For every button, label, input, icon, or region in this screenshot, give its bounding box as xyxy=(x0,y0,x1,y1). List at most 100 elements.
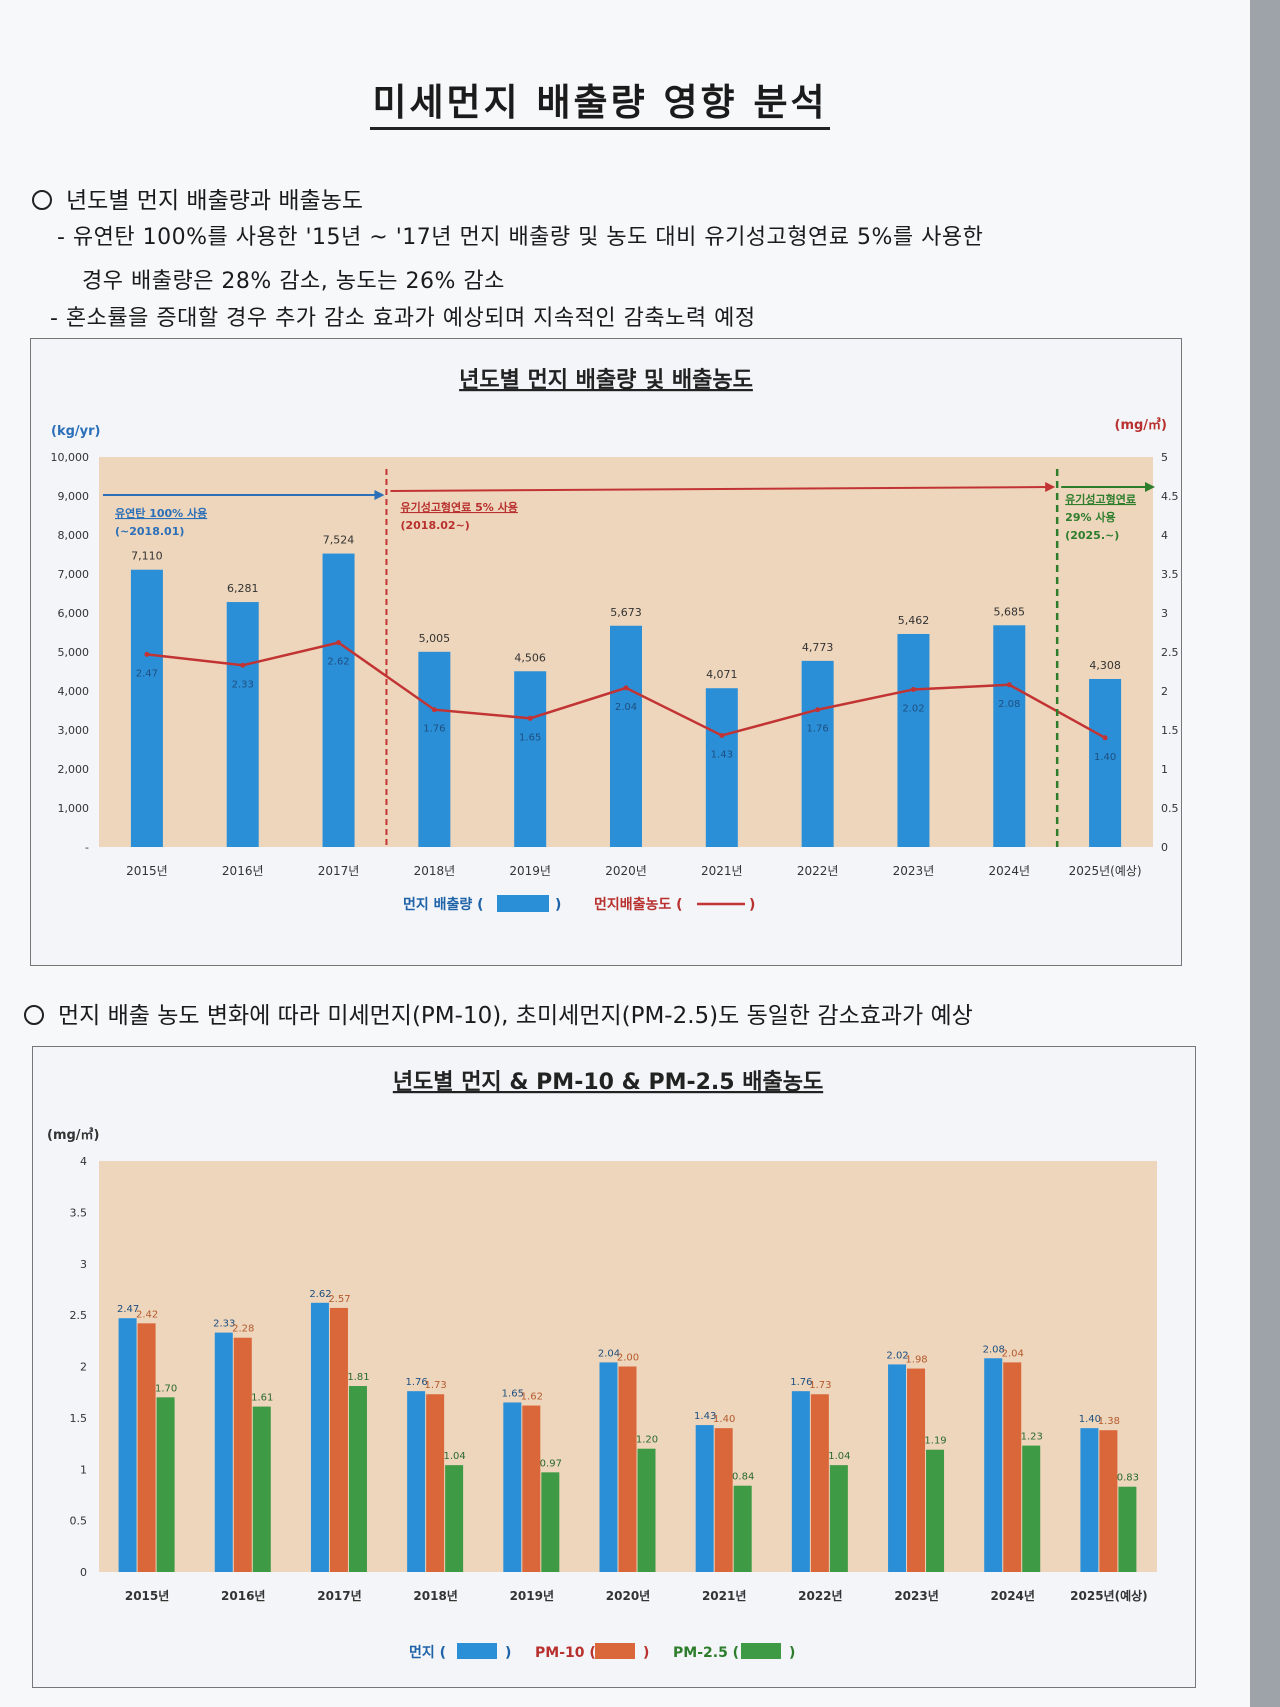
chart1-conc-point xyxy=(144,651,150,657)
chart1-conc-point xyxy=(1006,682,1012,688)
chart1-conc-label: 1.76 xyxy=(423,724,445,735)
chart1-bar-label: 4,308 xyxy=(1089,659,1121,672)
chart1-right-tick-label: 0.5 xyxy=(1161,802,1179,815)
chart2-bar-label: 2.47 xyxy=(117,1304,139,1315)
chart2-y-tick-label: 0 xyxy=(80,1566,87,1579)
chart1-annotation: 29% 사용 xyxy=(1065,510,1115,524)
chart2-legend-label: 먼지 ( xyxy=(409,1644,446,1661)
chart2-bar-label: 1.20 xyxy=(636,1435,658,1446)
chart2-bar xyxy=(426,1394,445,1572)
chart2-bar-label: 1.23 xyxy=(1021,1432,1043,1443)
chart2-bar xyxy=(907,1368,926,1572)
chart2-bar xyxy=(407,1391,426,1572)
chart2-legend-close: ) xyxy=(789,1645,795,1661)
chart2-bar-label: 1.81 xyxy=(347,1372,369,1383)
chart1-conc-label: 2.08 xyxy=(998,699,1020,710)
chart2-legend-close: ) xyxy=(643,1645,649,1661)
chart2-bar-label: 2.02 xyxy=(886,1350,908,1361)
chart2-y-tick-label: 2 xyxy=(80,1361,87,1374)
chart2-legend-swatch xyxy=(741,1643,781,1659)
chart2-bar xyxy=(637,1448,656,1572)
chart1-bar-label: 4,506 xyxy=(514,651,546,664)
chart2-bar xyxy=(329,1307,348,1572)
chart2-legend-label: PM-2.5 ( xyxy=(673,1645,739,1661)
chart2-bar xyxy=(599,1362,618,1572)
chart2-bar-label: 2.28 xyxy=(232,1324,254,1335)
chart2-x-tick-label: 2015년 xyxy=(125,1589,169,1603)
chart2-bar-label: 1.70 xyxy=(155,1383,177,1394)
chart1-conc-point xyxy=(623,685,629,691)
chart2-bar-label: 1.98 xyxy=(905,1355,927,1366)
chart2-bar-label: 1.73 xyxy=(425,1380,447,1391)
chart1-right-tick-label: 0 xyxy=(1161,841,1168,854)
chart2-y-tick-label: 3 xyxy=(80,1258,87,1271)
chart1-bar-label: 5,673 xyxy=(610,606,642,619)
chart1-right-tick-label: 3.5 xyxy=(1161,568,1179,581)
chart1-arrowhead-icon xyxy=(1045,482,1056,492)
chart2-x-tick-label: 2021년 xyxy=(702,1589,746,1603)
chart1-annotation: 유기성고형연료 xyxy=(1065,492,1136,506)
chart1-annotation: (2025.~) xyxy=(1065,529,1119,542)
chart2-x-tick-label: 2024년 xyxy=(991,1589,1035,1603)
page-edge xyxy=(1250,0,1280,1707)
chart1-left-tick-label: 3,000 xyxy=(58,724,90,737)
chart2-bar xyxy=(137,1323,156,1572)
chart1-right-tick-label: 5 xyxy=(1161,451,1168,464)
section1-heading: 년도별 먼지 배출량과 배출농도 xyxy=(32,181,363,215)
chart1-conc-label: 1.76 xyxy=(807,724,829,735)
chart1-conc-label: 2.62 xyxy=(327,657,349,668)
chart2-bar xyxy=(310,1302,329,1572)
document-title: 미세먼지 배출량 영향 분석 xyxy=(0,72,1200,130)
chart1-bar-label: 7,110 xyxy=(131,550,163,563)
chart2-bar xyxy=(1118,1486,1137,1572)
chart2-x-tick-label: 2019년 xyxy=(510,1589,554,1603)
chart1-x-tick-label: 2016년 xyxy=(222,864,264,878)
chart2-bar xyxy=(214,1332,233,1572)
chart1-right-tick-label: 2.5 xyxy=(1161,646,1179,659)
chart2-bar xyxy=(618,1366,637,1572)
chart1-conc-label: 1.40 xyxy=(1094,752,1116,763)
chart1-x-tick-label: 2020년 xyxy=(605,864,647,878)
chart2-x-tick-label: 2023년 xyxy=(894,1589,938,1603)
chart2-bar xyxy=(695,1425,714,1572)
chart1-annotation: (~2018.01) xyxy=(115,525,184,538)
chart2-legend-swatch xyxy=(457,1643,497,1659)
chart1-x-tick-label: 2025년(예상) xyxy=(1069,864,1142,878)
chart1-x-tick-label: 2021년 xyxy=(701,864,743,878)
chart2-frame: 년도별 먼지 & PM-10 & PM-2.5 배출농도 (mg/㎥) 0 0.5 1 1… xyxy=(32,1046,1196,1688)
chart2-bar xyxy=(445,1465,464,1572)
chart1-left-tick-label: 7,000 xyxy=(58,568,90,581)
chart1-bar xyxy=(801,660,834,847)
chart2-bar-label: 1.61 xyxy=(251,1393,273,1404)
chart1-left-tick-label: 9,000 xyxy=(58,490,90,503)
chart1-arrow-period2 xyxy=(390,486,1050,492)
chart1-bar-label: 6,281 xyxy=(227,582,259,595)
chart2-bar xyxy=(829,1465,848,1572)
chart2-bar-label: 2.04 xyxy=(598,1348,620,1359)
chart1-bar xyxy=(322,553,355,847)
chart1-right-tick-label: 4 xyxy=(1161,529,1168,542)
chart1-right-tick-label: 2 xyxy=(1161,685,1168,698)
chart1-conc-point xyxy=(719,732,725,738)
chart2-bar xyxy=(984,1358,1003,1572)
chart2-title: 년도별 먼지 & PM-10 & PM-2.5 배출농도 xyxy=(393,1070,823,1095)
circle-bullet-icon xyxy=(24,1005,44,1025)
chart2-x-tick-label: 2016년 xyxy=(221,1589,265,1603)
chart2-legend-close: ) xyxy=(505,1645,511,1661)
chart1-bar-label: 5,005 xyxy=(419,632,451,645)
chart2-x-tick-label: 2022년 xyxy=(798,1589,842,1603)
chart1-annotation: 유연탄 100% 사용 xyxy=(115,506,207,520)
chart2-bar-label: 1.62 xyxy=(521,1392,543,1403)
chart2-bar-label: 1.04 xyxy=(828,1451,850,1462)
chart2-bar-label: 1.40 xyxy=(713,1414,735,1425)
chart2-bar xyxy=(926,1449,945,1572)
chart1-legend-close-conc: ) xyxy=(749,897,755,913)
chart2-bar-label: 1.19 xyxy=(924,1436,946,1447)
chart2-legend-label: PM-10 ( xyxy=(535,1645,596,1661)
chart1-annotation: (2018.02~) xyxy=(400,519,469,532)
chart2-bar-label: 1.40 xyxy=(1079,1414,1101,1425)
chart1-x-tick-label: 2015년 xyxy=(126,864,168,878)
chart1-conc-point xyxy=(240,662,246,668)
chart2-svg: 년도별 먼지 & PM-10 & PM-2.5 배출농도 (mg/㎥) 0 0.5 1 1… xyxy=(47,1070,1157,1661)
chart2-y-tick-label: 1 xyxy=(80,1463,87,1476)
